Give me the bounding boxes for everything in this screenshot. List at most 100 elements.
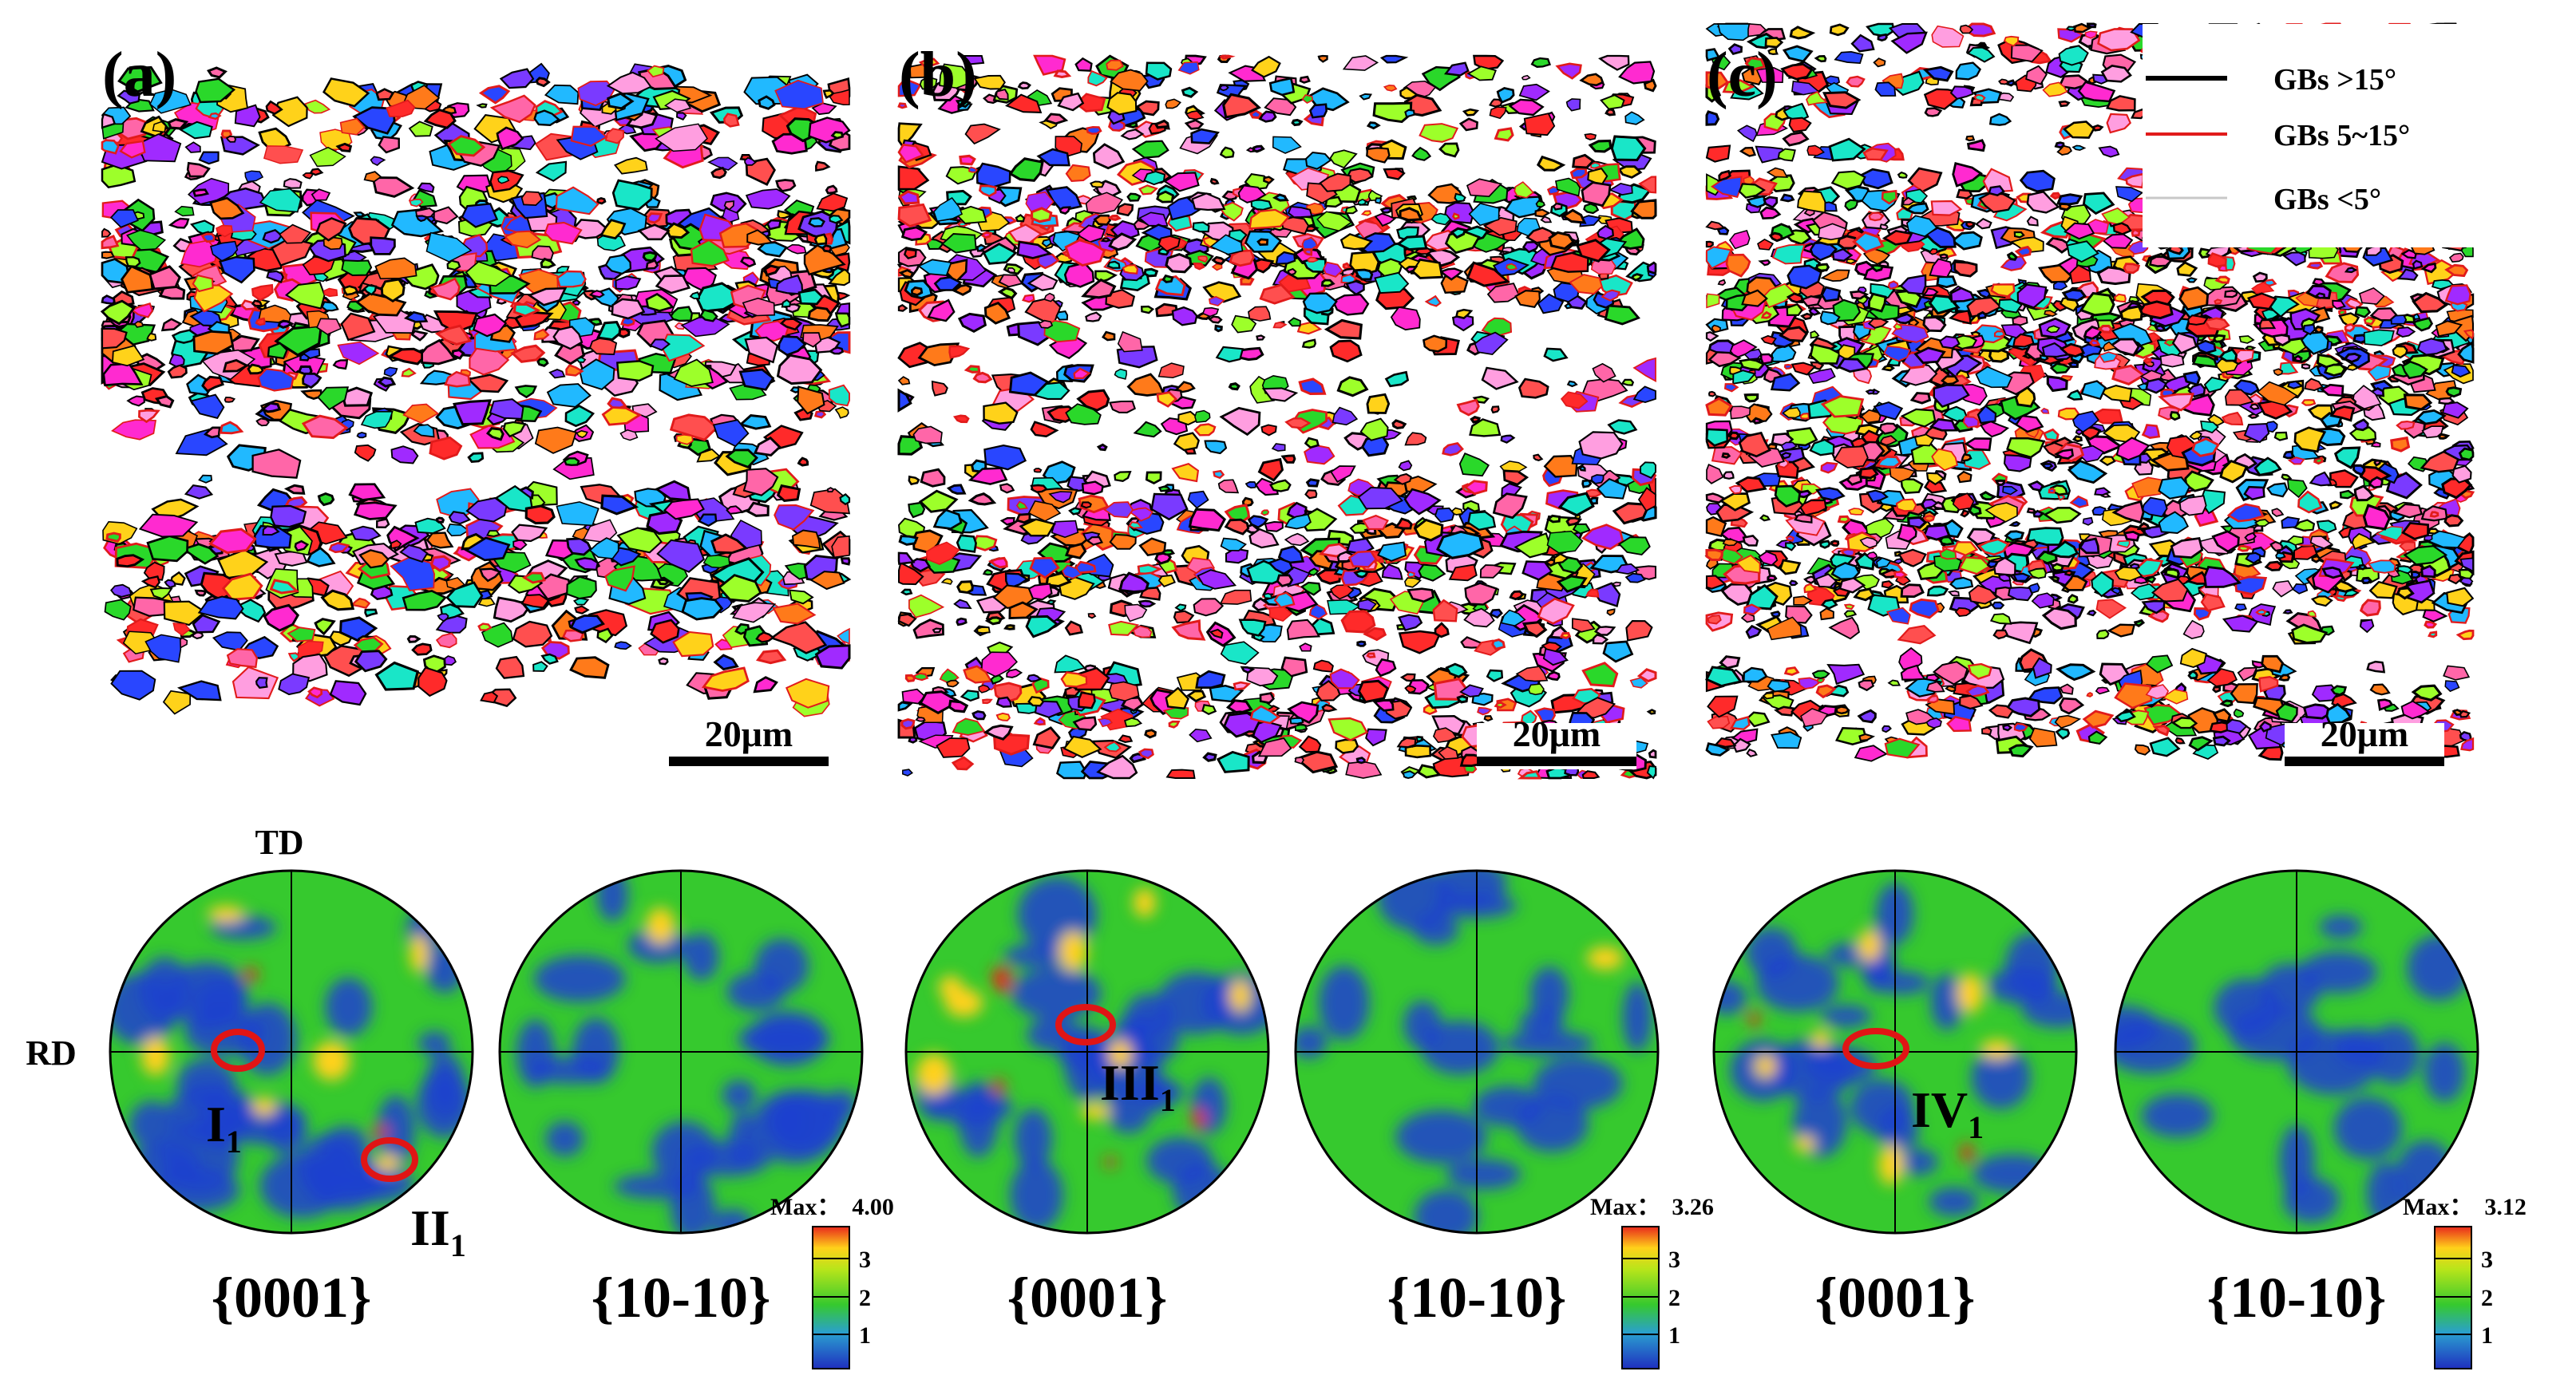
grain xyxy=(701,666,750,692)
grain xyxy=(655,579,671,586)
grain xyxy=(1248,306,1272,322)
grain xyxy=(2304,377,2324,392)
grain xyxy=(746,229,774,246)
grain xyxy=(1705,110,1720,126)
grain xyxy=(2446,587,2475,607)
grain xyxy=(1187,490,1209,509)
grain xyxy=(339,117,366,136)
grain xyxy=(338,616,378,643)
panel-label-c: (c) xyxy=(1707,40,1778,110)
grain xyxy=(908,501,926,519)
grain xyxy=(2134,744,2151,756)
grain xyxy=(1598,54,1630,71)
grain xyxy=(146,332,157,342)
grain xyxy=(1979,491,1997,501)
grain xyxy=(834,312,851,328)
grain xyxy=(433,206,459,225)
grain xyxy=(566,537,592,556)
grain xyxy=(582,519,618,543)
grain xyxy=(1502,469,1529,486)
grain xyxy=(1523,113,1556,136)
grain xyxy=(2438,397,2455,405)
grain xyxy=(294,539,310,552)
grain xyxy=(1194,409,1211,424)
grain xyxy=(1728,229,1751,250)
grain xyxy=(2214,298,2223,305)
grain xyxy=(476,103,488,109)
grain xyxy=(1219,146,1235,159)
grain xyxy=(2046,325,2060,334)
grain xyxy=(2212,735,2231,747)
grain xyxy=(2410,571,2421,579)
grain xyxy=(898,535,919,546)
grain xyxy=(495,655,525,679)
grain xyxy=(1722,539,1739,547)
grain xyxy=(1565,98,1581,112)
grain xyxy=(1174,603,1187,612)
grain xyxy=(354,650,388,673)
grain xyxy=(562,629,585,642)
grain xyxy=(317,492,335,507)
grain xyxy=(1592,362,1616,383)
grain xyxy=(1209,177,1220,185)
grain xyxy=(1751,417,1766,425)
grain xyxy=(1844,199,1858,211)
grain xyxy=(1975,217,1992,230)
grain xyxy=(1810,330,1820,339)
grain xyxy=(589,335,618,356)
grain xyxy=(1988,113,2012,126)
grain xyxy=(1477,706,1493,716)
grain xyxy=(552,326,584,350)
grain xyxy=(1140,305,1155,314)
ebsd-map-b xyxy=(896,54,1657,780)
grain xyxy=(1263,592,1272,599)
grain xyxy=(1117,330,1143,353)
grain xyxy=(448,511,471,525)
grain xyxy=(1807,368,1836,384)
grain xyxy=(809,571,845,591)
grain xyxy=(902,769,913,777)
grain xyxy=(2082,516,2094,526)
grain xyxy=(1521,74,1531,81)
grain xyxy=(2158,476,2191,500)
grain xyxy=(413,424,435,438)
grain xyxy=(446,259,461,271)
grain xyxy=(1224,518,1250,535)
grain xyxy=(959,154,976,166)
grain xyxy=(120,264,154,294)
grain xyxy=(489,398,524,420)
grain xyxy=(210,240,239,262)
grain xyxy=(815,160,831,172)
grain xyxy=(198,151,220,165)
grain xyxy=(588,290,605,298)
grain xyxy=(1759,353,1774,365)
grain xyxy=(337,341,380,366)
grain xyxy=(1171,462,1200,483)
grain xyxy=(1578,464,1586,472)
grain xyxy=(110,583,133,598)
grain xyxy=(2292,583,2309,595)
grain xyxy=(423,109,457,129)
grain xyxy=(1746,748,1758,757)
grain xyxy=(1555,62,1582,80)
grain xyxy=(116,554,145,568)
grain xyxy=(1892,558,1904,565)
grain xyxy=(1746,711,1771,728)
grain xyxy=(2238,335,2255,344)
scale-bar-a: 20μm xyxy=(669,713,829,769)
grain xyxy=(755,649,787,665)
grain xyxy=(655,123,708,152)
grain xyxy=(1138,748,1154,760)
grain xyxy=(2019,169,2056,193)
grain xyxy=(315,217,347,242)
grain xyxy=(251,283,274,302)
grain xyxy=(2071,144,2087,151)
grain xyxy=(1767,679,1791,693)
grain xyxy=(1419,123,1459,143)
grain xyxy=(1785,542,1797,551)
grain xyxy=(1559,631,1572,640)
grain xyxy=(375,88,395,101)
grain xyxy=(1241,496,1254,508)
grain xyxy=(117,89,140,105)
grain xyxy=(1186,690,1207,703)
